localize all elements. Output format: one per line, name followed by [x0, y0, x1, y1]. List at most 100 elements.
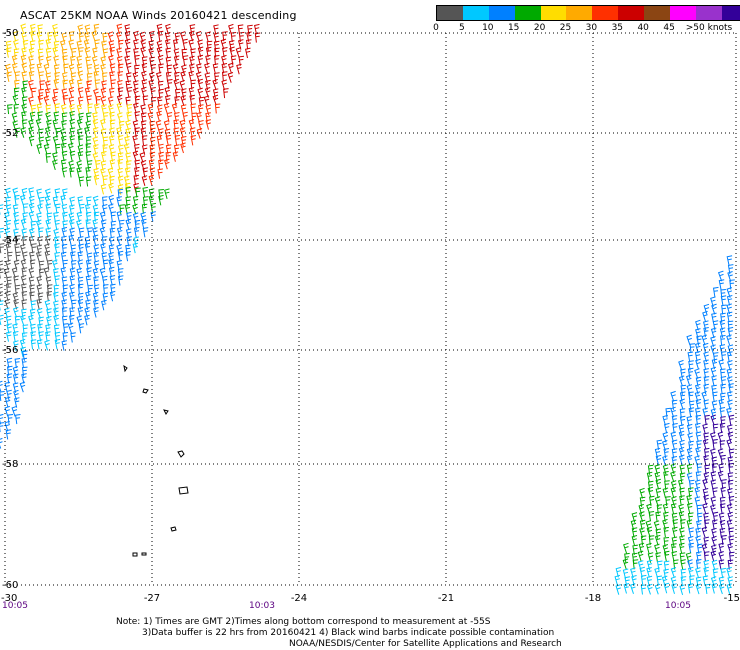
wind-barb: [21, 111, 27, 122]
wind-barb: [38, 316, 44, 327]
wind-barb: [45, 324, 51, 335]
wind-barb: [13, 389, 19, 401]
wind-barb: [678, 359, 684, 371]
wind-barb: [670, 480, 677, 491]
wind-barb: [124, 167, 131, 178]
wind-barb: [13, 298, 19, 310]
wind-barb: [108, 203, 114, 215]
wind-barb: [43, 267, 50, 278]
wind-barb: [21, 228, 27, 239]
wind-barb: [158, 143, 164, 155]
wind-barb: [55, 127, 61, 138]
wind-barb: [670, 463, 677, 474]
wind-barb: [69, 291, 75, 303]
wind-barb: [695, 328, 701, 339]
wind-barb: [246, 31, 252, 42]
wind-barb: [83, 39, 90, 50]
wind-barb: [727, 360, 733, 371]
wind-barb: [663, 526, 669, 538]
wind-barb: [173, 39, 179, 50]
wind-barb: [672, 519, 678, 530]
wind-barb: [19, 243, 26, 255]
wind-barb: [718, 559, 725, 570]
wind-barb: [53, 211, 59, 223]
wind-barb: [678, 446, 685, 458]
wind-barb: [14, 235, 21, 246]
wind-barb: [718, 398, 725, 410]
wind-barb: [108, 252, 114, 263]
wind-barb: [94, 79, 101, 90]
wind-barb: [53, 291, 59, 303]
wind-barb: [695, 527, 701, 538]
wind-barb: [148, 40, 155, 51]
wind-barb: [21, 291, 28, 302]
wind-barb: [28, 276, 35, 287]
wind-barb: [102, 275, 108, 287]
wind-barb: [703, 551, 710, 562]
wind-barb: [6, 71, 12, 82]
wind-barb: [87, 227, 93, 238]
wind-barb: [141, 79, 148, 90]
wind-barb: [44, 195, 51, 207]
wind-barb: [84, 24, 91, 36]
wind-barb: [125, 152, 131, 163]
wind-barb: [632, 559, 639, 570]
time-label: 10:03: [249, 601, 275, 611]
wind-barb: [223, 88, 229, 99]
wind-barb: [93, 144, 99, 155]
wind-barb: [711, 559, 718, 571]
wind-barb: [68, 234, 75, 246]
wind-barb: [671, 456, 678, 467]
map-title: ASCAT 25KM NOAA Winds 20160421 descendin…: [20, 9, 297, 22]
colorbar-label: 40: [637, 23, 649, 33]
wind-barb: [92, 227, 98, 238]
wind-barb: [230, 55, 237, 66]
wind-barb: [84, 87, 91, 98]
wind-barb: [0, 283, 3, 295]
wind-barb: [702, 310, 708, 322]
colorbar-swatch: [462, 6, 489, 20]
wind-barb: [29, 30, 36, 42]
latitude-label: -58: [2, 459, 18, 470]
wind-barb: [703, 399, 709, 410]
wind-barb: [12, 323, 18, 334]
wind-barb: [701, 526, 708, 538]
wind-barb: [679, 552, 686, 563]
wind-barb: [686, 334, 692, 346]
wind-barb: [45, 80, 51, 92]
wind-barb: [711, 463, 718, 474]
longitude-label: -24: [291, 593, 307, 604]
wind-barb: [134, 166, 140, 178]
wind-barb: [695, 407, 701, 418]
wind-barb: [727, 399, 733, 411]
wind-barb: [61, 307, 68, 318]
wind-barb: [670, 487, 677, 498]
wind-barb: [727, 472, 734, 483]
wind-barb: [69, 267, 76, 279]
colorbar-swatch: [721, 6, 740, 20]
wind-barb: [686, 463, 693, 475]
wind-barb: [62, 332, 69, 343]
wind-barb: [132, 120, 139, 131]
wind-barb: [37, 48, 44, 59]
wind-barb: [182, 111, 188, 123]
wind-barb: [158, 63, 164, 74]
wind-barb: [37, 236, 44, 247]
wind-barb: [109, 175, 115, 187]
wind-barb: [61, 112, 68, 123]
wind-barb: [132, 71, 139, 83]
wind-barb: [87, 284, 94, 295]
wind-barb: [93, 211, 100, 222]
wind-barb: [719, 503, 726, 514]
wind-barb: [727, 559, 734, 570]
wind-barb: [717, 431, 724, 443]
wind-barb: [197, 78, 204, 90]
wind-barb: [686, 502, 693, 514]
wind-barb: [6, 323, 12, 334]
wind-barb: [87, 103, 93, 114]
wind-barb: [68, 63, 75, 75]
wind-barb: [703, 455, 709, 466]
wind-barb: [116, 47, 122, 59]
wind-barb: [53, 324, 60, 335]
wind-barb: [22, 203, 29, 214]
